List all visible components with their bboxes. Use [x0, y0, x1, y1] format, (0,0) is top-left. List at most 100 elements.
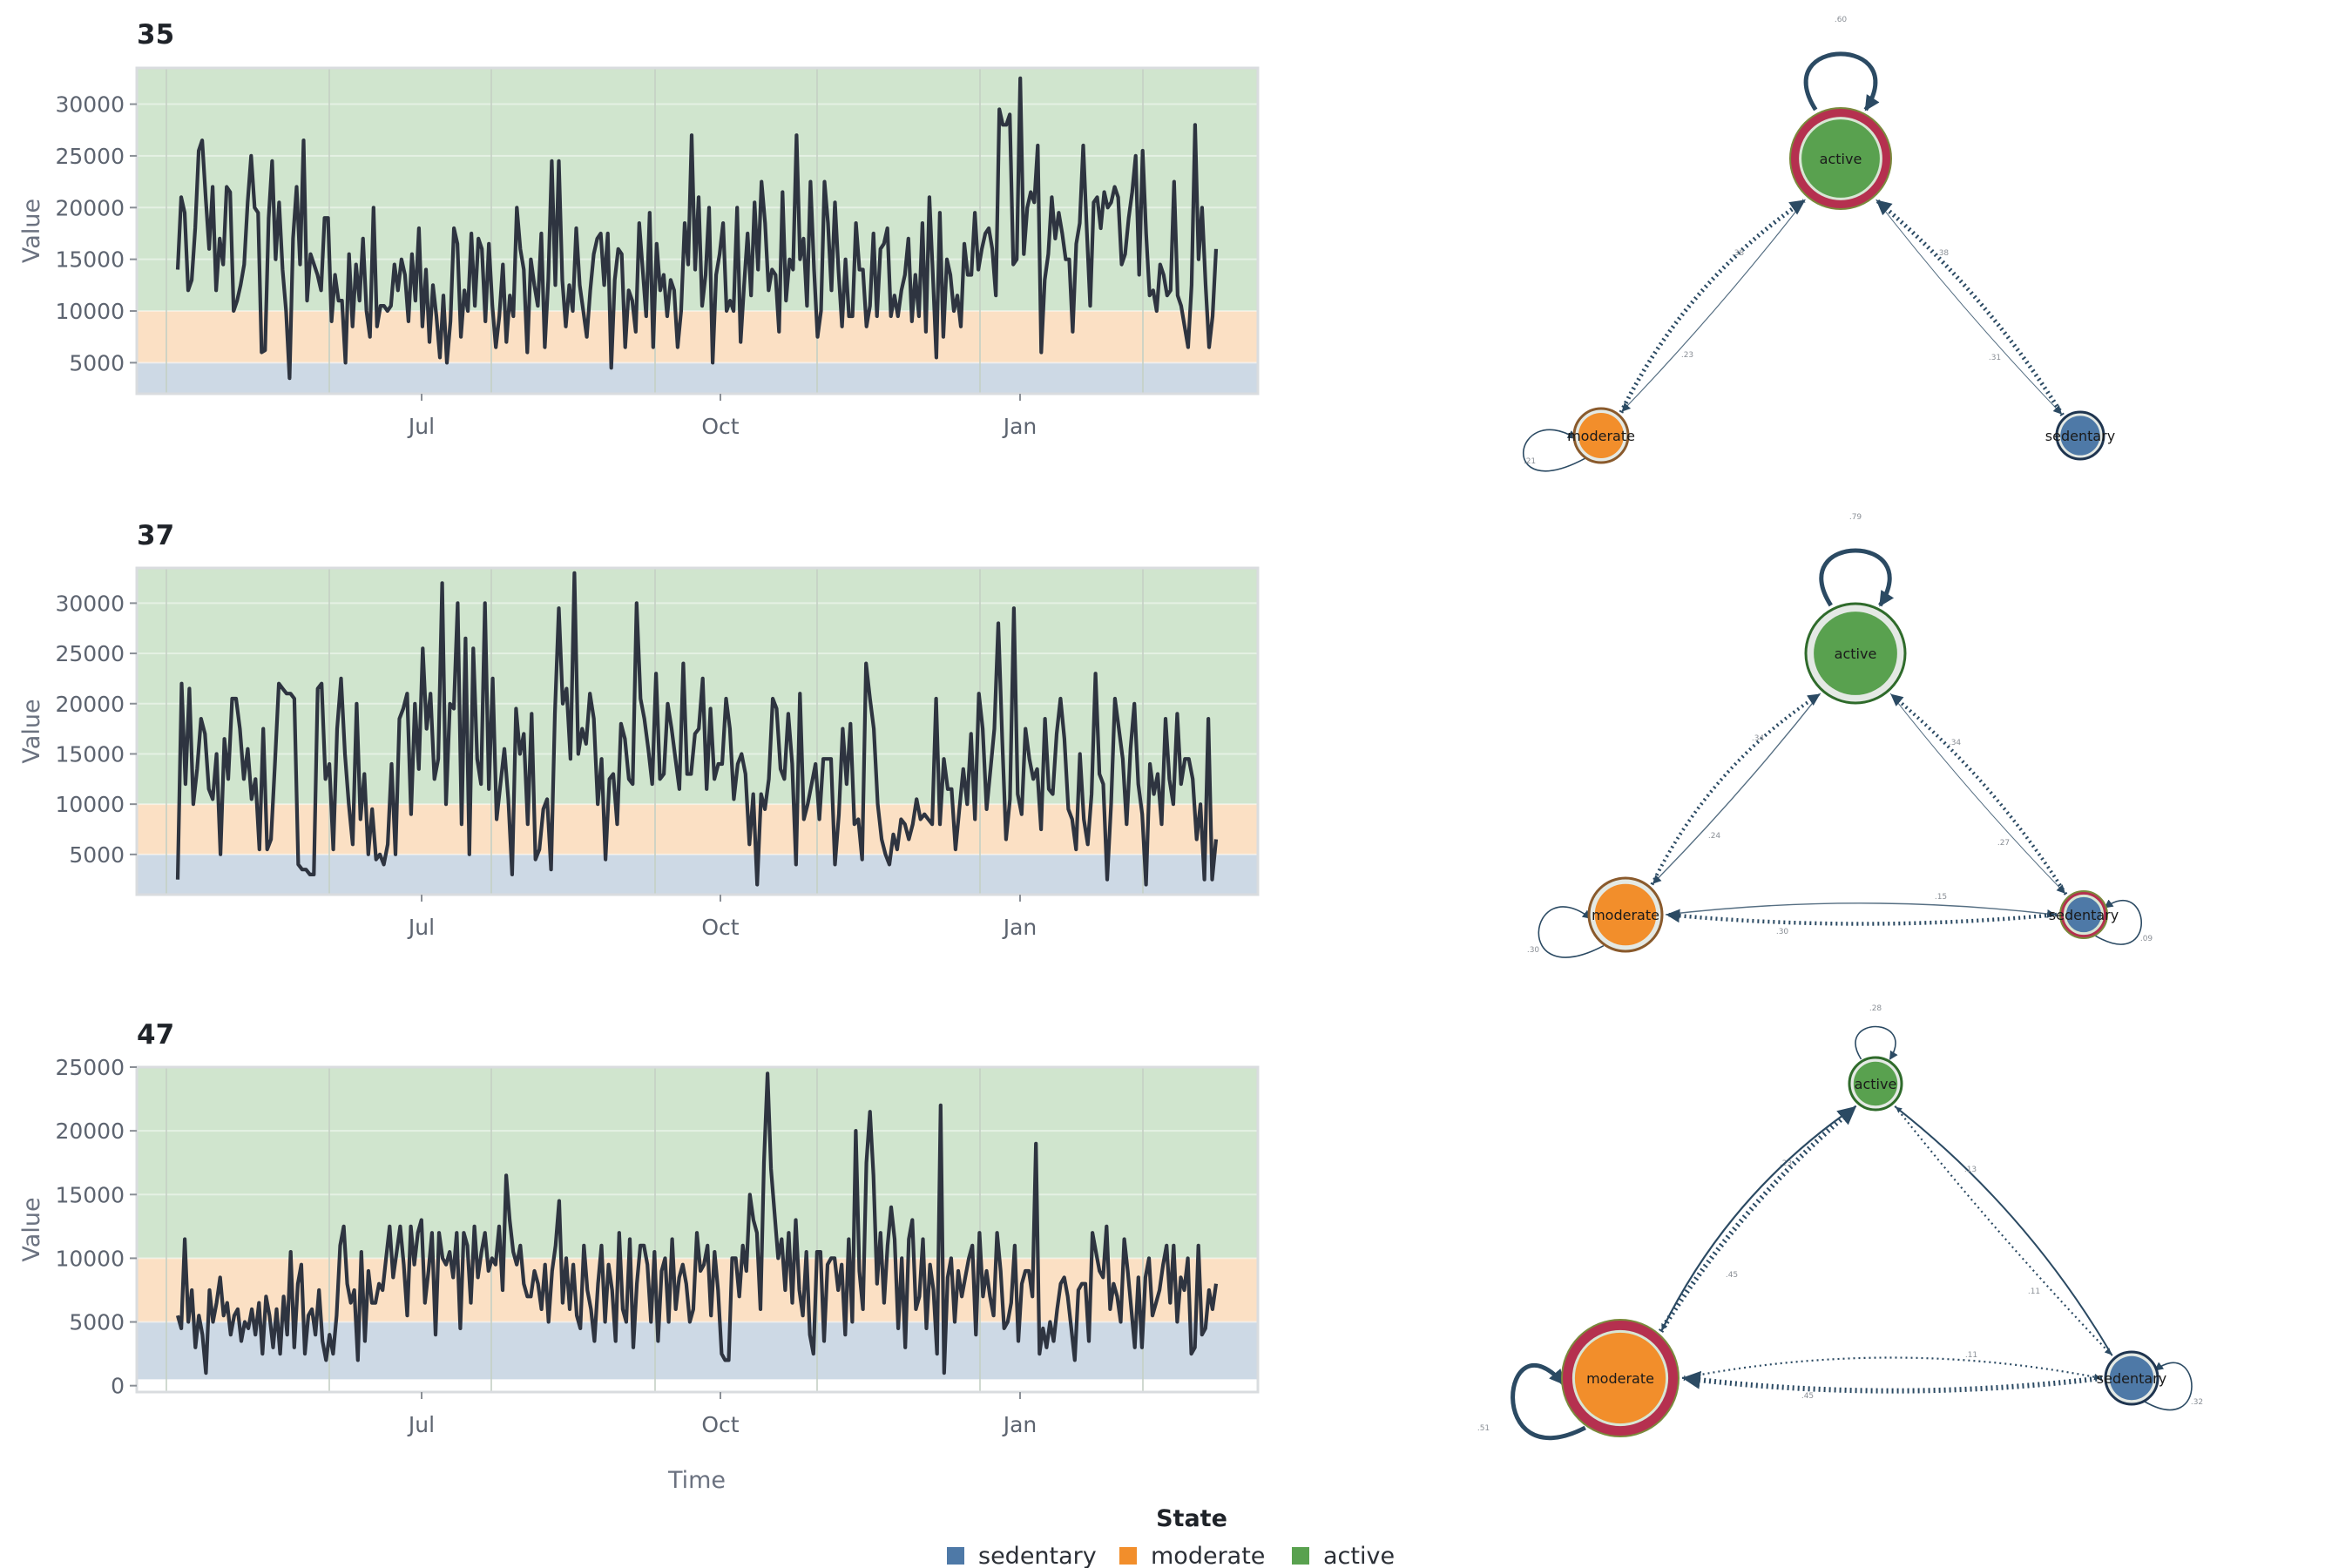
self-loop-label: .32 [2191, 1398, 2203, 1407]
y-axis-title: Value [18, 199, 45, 263]
x-tick-label: Jul [407, 414, 435, 439]
node-label: moderate [1586, 1370, 1654, 1387]
node-label: active [1855, 1076, 1897, 1092]
node-label: sedentary [2045, 428, 2115, 444]
legend-title: State [1156, 1505, 1227, 1532]
series-line [175, 76, 1219, 381]
edge-sedentary-to-active [1876, 199, 2065, 416]
transition-network-3: .23 .45 .13 .11 .11 .45 .28 .51 .32 active moderat… [1477, 1004, 2203, 1441]
y-tick-label: 5000 [69, 350, 125, 375]
legend: State sedentary moderate active [947, 1505, 1395, 1568]
y-tick-label: 30000 [55, 92, 125, 118]
y-tick-label: 10000 [55, 1246, 125, 1271]
y-tick-label: 0 [111, 1374, 125, 1399]
panel-title: 35 [137, 19, 174, 51]
self-loop-label: .30 [1527, 946, 1540, 955]
edge-label: .45 [1801, 1392, 1814, 1401]
legend-label: sedentary [978, 1543, 1097, 1568]
panel-title: 37 [137, 520, 174, 551]
edge-label: .34 [1752, 734, 1765, 743]
edge-label: .11 [1965, 1351, 1977, 1360]
node-core [1571, 1329, 1669, 1427]
x-tick-label: Jan [1002, 414, 1037, 439]
band-sedentary [137, 362, 1258, 394]
edge-label: .38 [1936, 249, 1950, 258]
y-tick-label: 20000 [55, 195, 125, 220]
band-active [137, 1067, 1258, 1259]
plot-frame [135, 1065, 1260, 1394]
node-label: moderate [1567, 428, 1635, 444]
x-axis-title: Time [667, 1467, 726, 1494]
edge-label: .27 [1997, 839, 2010, 848]
x-tick-label: Oct [701, 915, 739, 940]
x-tick-label: Jul [407, 915, 435, 940]
self-loop-sedentary [2095, 899, 2142, 945]
self-loop-label: .79 [1849, 513, 1862, 522]
y-tick-label: 15000 [55, 247, 125, 273]
series-line [175, 571, 1219, 887]
y-tick-label: 20000 [55, 1119, 125, 1144]
node-core [1853, 1061, 1898, 1106]
node-sedentary: sedentary [2049, 890, 2119, 939]
node-label: sedentary [2049, 907, 2119, 923]
edge-sedentary-to-active [1890, 693, 2068, 896]
self-loop-moderate [1538, 906, 1605, 958]
y-tick-label: 25000 [55, 641, 125, 666]
legend-label: active [1323, 1543, 1395, 1568]
legend-item-moderate: moderate [1119, 1543, 1265, 1568]
band-sedentary [137, 854, 1258, 895]
edge-sedentary-to-moderate [1681, 1370, 2103, 1394]
y-tick-label: 10000 [55, 299, 125, 324]
node-label: moderate [1592, 907, 1659, 923]
edge-moderate-to-sedentary [1681, 1356, 2101, 1381]
edge-label: .13 [1964, 1166, 1977, 1174]
edge-moderate-to-active [1658, 1105, 1857, 1333]
node-active: active [1848, 1056, 1903, 1112]
edge-moderate-to-active [1619, 199, 1806, 414]
node-moderate: moderate [1561, 1319, 1680, 1437]
transition-network-1: .38 .23 .38 .31 .60 .21 active moderate sedentar… [1522, 16, 2115, 472]
node-core [2063, 894, 2105, 936]
x-tick-label: Jan [1002, 915, 1037, 940]
legend-swatch [947, 1547, 964, 1565]
self-loop-active [1803, 51, 1880, 112]
edge-active-to-sedentary [1876, 199, 2063, 415]
self-loop-active [1819, 548, 1895, 607]
node-active: active [1789, 107, 1892, 210]
node-moderate: moderate [1567, 407, 1635, 464]
x-tick-label: Oct [701, 1412, 739, 1437]
edge-active-to-moderate [1621, 199, 1806, 412]
node-core [1594, 883, 1657, 946]
y-tick-label: 10000 [55, 792, 125, 817]
edge-label: .38 [1732, 249, 1745, 258]
edge-active-to-sedentary [1894, 1105, 2112, 1355]
x-tick-label: Oct [701, 414, 739, 439]
self-loop-label: .21 [1524, 457, 1536, 466]
edge-active-to-sedentary [1889, 693, 2065, 894]
y-tick-label: 5000 [69, 842, 125, 868]
y-axis-title: Value [18, 699, 45, 763]
legend-swatch [1292, 1547, 1309, 1565]
edge-moderate-to-sedentary [1665, 902, 2056, 918]
edge-label: .31 [1989, 354, 2001, 362]
self-loop-label: .60 [1835, 16, 1848, 24]
edge-sedentary-to-active [1895, 1106, 2113, 1356]
node-sedentary: sedentary [2097, 1350, 2166, 1406]
self-loop-moderate [1511, 1362, 1586, 1441]
y-tick-label: 25000 [55, 144, 125, 169]
legend-swatch [1119, 1547, 1137, 1565]
legend-item-sedentary: sedentary [947, 1543, 1097, 1568]
y-axis-title: Value [18, 1197, 45, 1261]
series-line [175, 1071, 1219, 1375]
line-chart-panel-37: 5000 10000 15000 20000 25000 30000 Jul Oct Jan 37… [18, 520, 1260, 940]
edge-moderate-to-active [1650, 693, 1821, 886]
band-moderate [137, 311, 1258, 363]
edge-label: .11 [2028, 1288, 2040, 1296]
y-tick-label: 30000 [55, 591, 125, 616]
legend-item-active: active [1292, 1543, 1395, 1568]
node-active: active [1804, 602, 1907, 705]
node-label: active [1835, 645, 1877, 662]
node-core [1814, 612, 1897, 695]
self-loop-sedentary [2144, 1362, 2193, 1411]
